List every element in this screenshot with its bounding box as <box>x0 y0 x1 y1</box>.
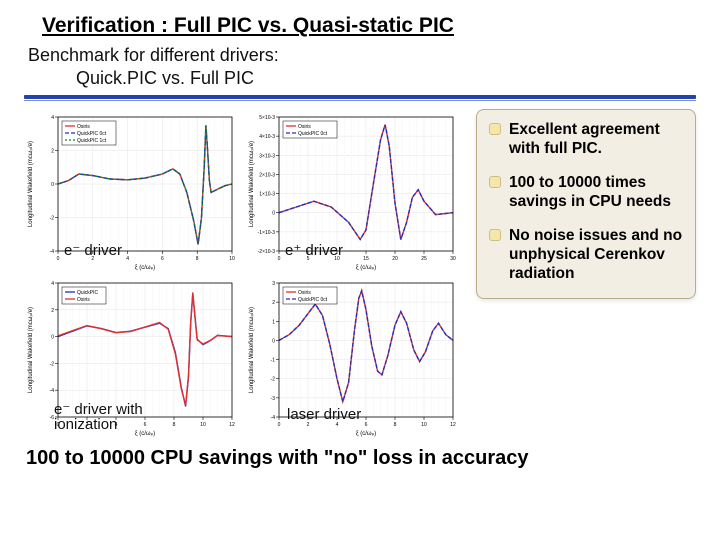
chart-3-label: e⁻ driver withionization <box>54 402 143 434</box>
chart-3-label-text: e⁻ driver withionization <box>54 401 143 434</box>
chart-4-label: laser driver <box>287 406 361 423</box>
slide-subtitle: Benchmark for different drivers: Quick.P… <box>28 44 696 89</box>
svg-text:15: 15 <box>363 256 369 262</box>
svg-text:12: 12 <box>450 422 456 428</box>
svg-text:3×10-3: 3×10-3 <box>259 153 275 159</box>
svg-text:-1×10-3: -1×10-3 <box>258 230 276 236</box>
chart-2-label: e⁺ driver <box>285 241 343 259</box>
bullet-dot-icon <box>489 229 501 241</box>
svg-text:1×10-3: 1×10-3 <box>259 192 275 198</box>
svg-text:0: 0 <box>278 422 281 428</box>
slide-title: Verification : Full PIC vs. Quasi-static… <box>42 14 696 38</box>
svg-text:12: 12 <box>229 422 235 428</box>
svg-text:6: 6 <box>144 422 147 428</box>
svg-text:25: 25 <box>421 256 427 262</box>
svg-text:ξ (c/ωₚ): ξ (c/ωₚ) <box>356 431 376 437</box>
svg-text:0: 0 <box>272 211 275 217</box>
chart-1-wrap: 0246810-4-2024ξ (c/ωₚ)Longitudinal Wakef… <box>24 109 243 271</box>
subtitle-line2: Quick.PIC vs. Full PIC <box>76 67 696 90</box>
footer-text: 100 to 10000 CPU savings with "no" loss … <box>26 447 696 470</box>
svg-text:8: 8 <box>173 422 176 428</box>
svg-text:Osiris: Osiris <box>298 124 311 130</box>
svg-text:10: 10 <box>421 422 427 428</box>
chart-2-wrap: 051015202530-2×10-3-1×10-301×10-32×10-33… <box>245 109 464 271</box>
svg-text:3: 3 <box>272 281 275 287</box>
svg-text:4: 4 <box>51 115 54 121</box>
svg-text:6: 6 <box>161 256 164 262</box>
chart-4-wrap: 024681012-4-3-2-10123ξ (c/ωₚ)Longitudina… <box>245 275 464 437</box>
svg-text:0: 0 <box>51 182 54 188</box>
svg-text:Osiris: Osiris <box>298 290 311 296</box>
svg-text:20: 20 <box>392 256 398 262</box>
svg-text:0: 0 <box>51 335 54 341</box>
bullet-dot-icon <box>489 176 501 188</box>
slide: Verification : Full PIC vs. Quasi-static… <box>0 0 720 540</box>
svg-text:-3: -3 <box>271 396 276 402</box>
bullet-2: 100 to 10000 times savings in CPU needs <box>489 173 683 212</box>
subtitle-line1: Benchmark for different drivers: <box>28 45 279 65</box>
svg-text:Osiris: Osiris <box>77 124 90 130</box>
svg-text:30: 30 <box>450 256 456 262</box>
svg-text:4×10-3: 4×10-3 <box>259 134 275 140</box>
svg-text:Longitudinal Wakefield (mcωₚ/e: Longitudinal Wakefield (mcωₚ/e) <box>28 307 34 393</box>
svg-text:2: 2 <box>51 308 54 314</box>
chart-1-label: e⁻ driver <box>64 241 122 259</box>
bullet-dot-icon <box>489 123 501 135</box>
svg-text:Longitudinal Wakefield (mcωₚ/e: Longitudinal Wakefield (mcωₚ/e) <box>249 307 255 393</box>
svg-text:0: 0 <box>278 256 281 262</box>
svg-text:1: 1 <box>272 319 275 325</box>
bullet-1-text: Excellent agreement with full PIC. <box>509 120 683 159</box>
bullet-2-text: 100 to 10000 times savings in CPU needs <box>509 173 683 212</box>
svg-text:Longitudinal Wakefield (mcωₚ/e: Longitudinal Wakefield (mcωₚ/e) <box>249 141 255 227</box>
side-panel: Excellent agreement with full PIC. 100 t… <box>464 109 696 437</box>
divider-thin <box>24 100 696 101</box>
svg-text:2: 2 <box>51 149 54 155</box>
svg-text:-1: -1 <box>271 358 276 364</box>
svg-text:QuickPIC 0ct: QuickPIC 0ct <box>298 297 328 303</box>
svg-text:6: 6 <box>365 422 368 428</box>
svg-text:4: 4 <box>126 256 129 262</box>
chart-e-plus-driver: 051015202530-2×10-3-1×10-301×10-32×10-33… <box>245 109 461 271</box>
svg-text:-4: -4 <box>271 415 276 421</box>
main-area: 0246810-4-2024ξ (c/ωₚ)Longitudinal Wakef… <box>24 109 696 437</box>
svg-text:QuickPIC 1ct: QuickPIC 1ct <box>77 138 107 144</box>
svg-text:8: 8 <box>394 422 397 428</box>
svg-text:2: 2 <box>272 300 275 306</box>
chart-e-minus-driver: 0246810-4-2024ξ (c/ωₚ)Longitudinal Wakef… <box>24 109 240 271</box>
bullet-box: Excellent agreement with full PIC. 100 t… <box>476 109 696 299</box>
svg-text:0: 0 <box>272 338 275 344</box>
svg-text:10: 10 <box>229 256 235 262</box>
svg-text:0: 0 <box>57 256 60 262</box>
chart-3-wrap: 024681012-6-4-2024ξ (c/ωₚ)Longitudinal W… <box>24 275 243 437</box>
chart-grid: 0246810-4-2024ξ (c/ωₚ)Longitudinal Wakef… <box>24 109 464 437</box>
svg-text:Osiris: Osiris <box>77 297 90 303</box>
svg-text:-2: -2 <box>50 361 55 367</box>
bullet-3: No noise issues and no unphysical Cerenk… <box>489 226 683 284</box>
divider-thick <box>24 95 696 99</box>
bullet-3-text: No noise issues and no unphysical Cerenk… <box>509 226 683 284</box>
svg-text:-2×10-3: -2×10-3 <box>258 249 276 255</box>
svg-text:-4: -4 <box>50 249 55 255</box>
bullet-1: Excellent agreement with full PIC. <box>489 120 683 159</box>
svg-text:ξ (c/ωₚ): ξ (c/ωₚ) <box>356 265 376 271</box>
svg-text:QuickPIC 0ct: QuickPIC 0ct <box>298 131 328 137</box>
svg-text:-2: -2 <box>271 377 276 383</box>
svg-text:Longitudinal Wakefield (mcωₚ/e: Longitudinal Wakefield (mcωₚ/e) <box>28 141 34 227</box>
svg-text:QuickPIC: QuickPIC <box>77 290 99 296</box>
svg-text:-2: -2 <box>50 216 55 222</box>
svg-text:8: 8 <box>196 256 199 262</box>
svg-text:2×10-3: 2×10-3 <box>259 172 275 178</box>
svg-text:QuickPIC 0ct: QuickPIC 0ct <box>77 131 107 137</box>
svg-text:ξ (c/ωₚ): ξ (c/ωₚ) <box>135 265 155 271</box>
svg-text:-4: -4 <box>50 388 55 394</box>
svg-text:4: 4 <box>51 281 54 287</box>
svg-text:5×10-3: 5×10-3 <box>259 115 275 121</box>
svg-text:10: 10 <box>200 422 206 428</box>
